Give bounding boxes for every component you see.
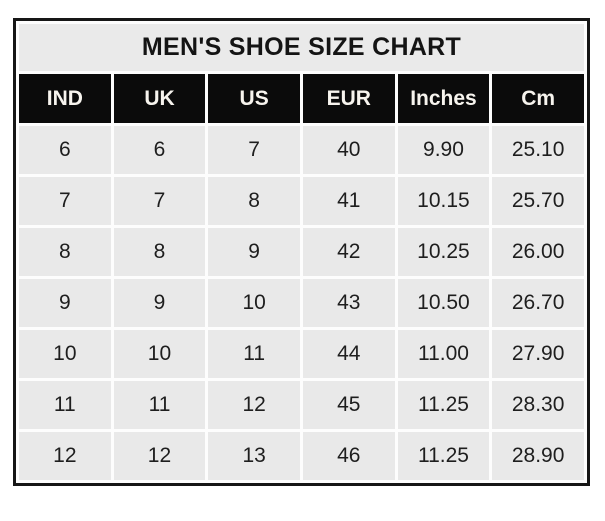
table-cell: 43 bbox=[302, 279, 395, 327]
table-cell: 8 bbox=[19, 228, 111, 276]
table-row: 10 10 11 44 11.00 27.90 bbox=[19, 330, 584, 378]
table-cell: 13 bbox=[208, 432, 300, 480]
table-cell: 7 bbox=[19, 177, 111, 225]
header-cell-us: US bbox=[208, 74, 300, 123]
header-cell-inches: Inches bbox=[397, 74, 490, 123]
table-cell: 11 bbox=[208, 330, 300, 378]
table-cell: 10 bbox=[113, 330, 206, 378]
table-cell: 28.90 bbox=[492, 432, 584, 480]
header-cell-eur: EUR bbox=[302, 74, 395, 123]
shoe-size-chart: MEN'S SHOE SIZE CHART IND UK US EUR Inches Cm… bbox=[13, 18, 590, 486]
table-cell: 6 bbox=[113, 126, 206, 174]
table-row: 11 11 12 45 11.25 28.30 bbox=[19, 381, 584, 429]
table-cell: 25.10 bbox=[492, 126, 584, 174]
table-cell: 8 bbox=[113, 228, 206, 276]
table-cell: 11.25 bbox=[397, 432, 490, 480]
table-cell: 42 bbox=[302, 228, 395, 276]
header-row: IND UK US EUR Inches Cm bbox=[19, 74, 584, 123]
table-row: 9 9 10 43 10.50 26.70 bbox=[19, 279, 584, 327]
table-cell: 6 bbox=[19, 126, 111, 174]
table-body: 6 6 7 40 9.90 25.10 7 7 8 41 10.15 25.70 8 8 9 42 10.25 2… bbox=[19, 126, 584, 480]
table-cell: 26.70 bbox=[492, 279, 584, 327]
table-cell: 12 bbox=[113, 432, 206, 480]
shoe-size-table: MEN'S SHOE SIZE CHART IND UK US EUR Inches Cm… bbox=[13, 18, 590, 486]
table-cell: 44 bbox=[302, 330, 395, 378]
table-cell: 11 bbox=[113, 381, 206, 429]
table-row: 6 6 7 40 9.90 25.10 bbox=[19, 126, 584, 174]
table-cell: 25.70 bbox=[492, 177, 584, 225]
table-cell: 10.50 bbox=[397, 279, 490, 327]
table-row: 12 12 13 46 11.25 28.90 bbox=[19, 432, 584, 480]
header-cell-cm: Cm bbox=[492, 74, 584, 123]
table-cell: 9 bbox=[19, 279, 111, 327]
table-cell: 10.15 bbox=[397, 177, 490, 225]
table-cell: 11.00 bbox=[397, 330, 490, 378]
table-cell: 11.25 bbox=[397, 381, 490, 429]
table-head: MEN'S SHOE SIZE CHART IND UK US EUR Inches Cm bbox=[19, 24, 584, 123]
table-cell: 11 bbox=[19, 381, 111, 429]
table-cell: 10 bbox=[208, 279, 300, 327]
table-cell: 45 bbox=[302, 381, 395, 429]
table-row: 7 7 8 41 10.15 25.70 bbox=[19, 177, 584, 225]
table-cell: 41 bbox=[302, 177, 395, 225]
table-cell: 10 bbox=[19, 330, 111, 378]
table-cell: 7 bbox=[208, 126, 300, 174]
table-cell: 27.90 bbox=[492, 330, 584, 378]
table-row: 8 8 9 42 10.25 26.00 bbox=[19, 228, 584, 276]
table-cell: 9 bbox=[113, 279, 206, 327]
title-row: MEN'S SHOE SIZE CHART bbox=[19, 24, 584, 71]
table-cell: 7 bbox=[113, 177, 206, 225]
header-cell-ind: IND bbox=[19, 74, 111, 123]
header-cell-uk: UK bbox=[113, 74, 206, 123]
table-cell: 12 bbox=[208, 381, 300, 429]
table-cell: 9 bbox=[208, 228, 300, 276]
table-cell: 8 bbox=[208, 177, 300, 225]
table-cell: 12 bbox=[19, 432, 111, 480]
table-cell: 46 bbox=[302, 432, 395, 480]
table-cell: 28.30 bbox=[492, 381, 584, 429]
table-cell: 40 bbox=[302, 126, 395, 174]
table-cell: 10.25 bbox=[397, 228, 490, 276]
table-title: MEN'S SHOE SIZE CHART bbox=[19, 24, 584, 71]
table-cell: 26.00 bbox=[492, 228, 584, 276]
table-cell: 9.90 bbox=[397, 126, 490, 174]
